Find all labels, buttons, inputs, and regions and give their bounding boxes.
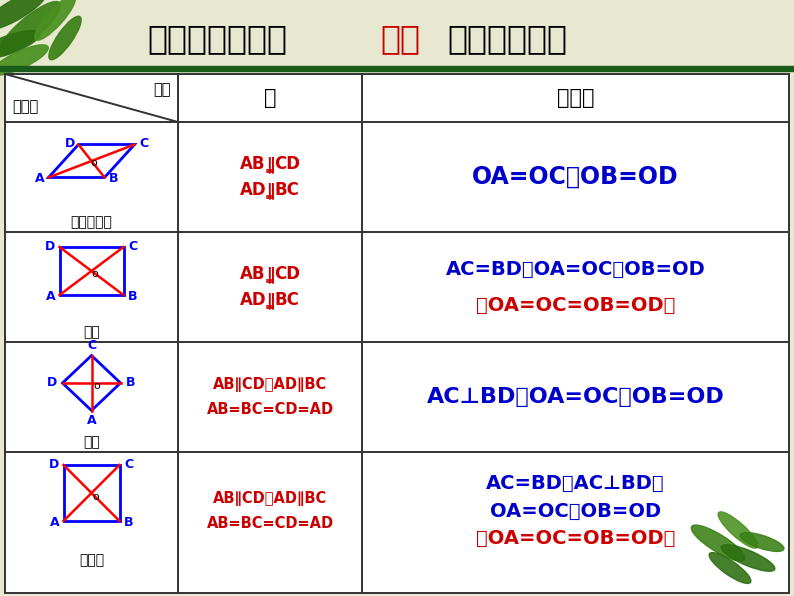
Bar xyxy=(0,66,794,71)
Text: AB=BC=CD=AD: AB=BC=CD=AD xyxy=(206,517,333,532)
Text: o: o xyxy=(92,492,99,502)
Text: D: D xyxy=(48,377,58,390)
Text: （OA=OC=OB=OD）: （OA=OC=OB=OD） xyxy=(476,529,675,548)
Text: CD: CD xyxy=(274,155,300,173)
Text: B: B xyxy=(128,290,137,303)
Ellipse shape xyxy=(0,0,47,30)
Text: A: A xyxy=(35,172,44,185)
Text: ∥: ∥ xyxy=(266,181,274,199)
Ellipse shape xyxy=(0,45,48,75)
Ellipse shape xyxy=(721,545,775,572)
Ellipse shape xyxy=(692,525,745,561)
Ellipse shape xyxy=(35,0,75,40)
Text: AB: AB xyxy=(241,265,266,283)
Text: 平行四边形中与: 平行四边形中与 xyxy=(147,23,287,55)
Text: D: D xyxy=(49,458,60,470)
Text: A: A xyxy=(46,290,56,303)
Ellipse shape xyxy=(0,2,60,54)
Text: B: B xyxy=(125,377,135,390)
Text: 正方形: 正方形 xyxy=(79,553,104,567)
Text: B: B xyxy=(109,172,118,185)
Text: 菱形: 菱形 xyxy=(83,435,100,449)
Text: 边: 边 xyxy=(264,88,276,108)
Text: （OA=OC=OB=OD）: （OA=OC=OB=OD） xyxy=(476,296,675,315)
Text: o: o xyxy=(93,381,100,391)
Text: ∥: ∥ xyxy=(266,291,274,309)
Text: 项目: 项目 xyxy=(153,82,171,97)
Text: o: o xyxy=(91,269,98,279)
Text: AD: AD xyxy=(240,181,266,199)
Text: A: A xyxy=(50,516,60,529)
Text: D: D xyxy=(64,137,75,150)
Ellipse shape xyxy=(49,16,81,60)
Ellipse shape xyxy=(718,512,758,548)
Text: 平行四边形: 平行四边形 xyxy=(71,215,113,229)
Text: 四边形: 四边形 xyxy=(12,99,38,114)
Text: D: D xyxy=(45,240,56,253)
Text: AB∥CD，AD∥BC: AB∥CD，AD∥BC xyxy=(213,377,327,392)
Text: AD: AD xyxy=(240,291,266,309)
Text: ∥: ∥ xyxy=(266,265,274,283)
Text: A: A xyxy=(87,414,96,427)
Text: AC=BD，OA=OC，OB=OD: AC=BD，OA=OC，OB=OD xyxy=(445,259,705,278)
Bar xyxy=(5,74,789,593)
Text: AB=BC=CD=AD: AB=BC=CD=AD xyxy=(206,402,333,418)
Text: 矩形: 矩形 xyxy=(83,325,100,339)
Text: OA=OC，OB=OD: OA=OC，OB=OD xyxy=(472,165,679,189)
Text: BC: BC xyxy=(275,181,299,199)
Text: AC⊥BD，OA=OC，OB=OD: AC⊥BD，OA=OC，OB=OD xyxy=(426,387,724,407)
Text: AC=BD，AC⊥BD，: AC=BD，AC⊥BD， xyxy=(486,473,665,492)
Text: 对角线: 对角线 xyxy=(557,88,594,108)
Ellipse shape xyxy=(740,533,784,551)
Text: o: o xyxy=(91,158,97,168)
Text: C: C xyxy=(128,240,137,253)
Ellipse shape xyxy=(0,30,40,60)
Text: OA=OC，OB=OD: OA=OC，OB=OD xyxy=(490,501,661,520)
Text: CD: CD xyxy=(274,265,300,283)
Text: C: C xyxy=(139,137,148,150)
Text: AB∥CD，AD∥BC: AB∥CD，AD∥BC xyxy=(213,491,327,505)
Text: C: C xyxy=(124,458,133,470)
Ellipse shape xyxy=(709,552,751,583)
Text: ∥: ∥ xyxy=(266,155,274,173)
Text: B: B xyxy=(124,516,133,529)
Text: C: C xyxy=(87,339,96,352)
Text: AB: AB xyxy=(241,155,266,173)
Text: BC: BC xyxy=(275,291,299,309)
Text: 线段: 线段 xyxy=(380,23,420,55)
Text: 有关的性质：: 有关的性质： xyxy=(447,23,567,55)
